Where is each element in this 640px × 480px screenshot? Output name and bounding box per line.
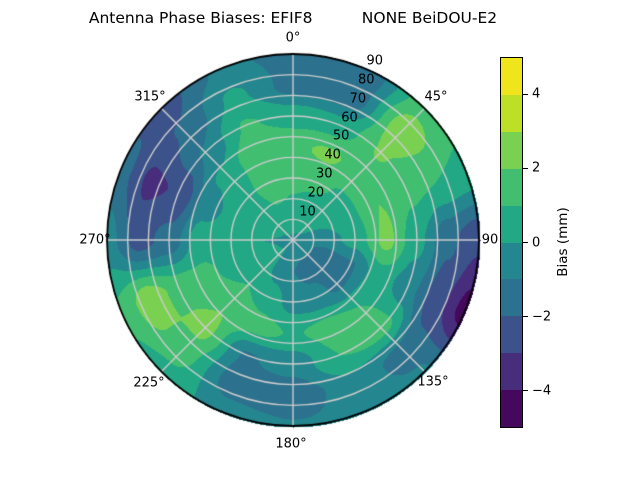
theta-tick-label: 45° — [424, 89, 448, 105]
colorbar-axis-label: Bias (mm) — [555, 207, 571, 277]
theta-tick-label: 315° — [134, 89, 166, 105]
theta-tick-label: 270° — [79, 232, 111, 248]
colorbar-band — [501, 279, 522, 317]
r-tick-label: 30 — [316, 166, 333, 182]
r-tick-label: 60 — [341, 110, 358, 126]
colorbar-band — [501, 58, 522, 95]
theta-tick-label: 225° — [133, 375, 165, 391]
colorbar-tick-label: 0 — [532, 235, 541, 250]
r-tick-label: 50 — [332, 128, 350, 144]
colorbar-tick — [523, 93, 528, 95]
colorbar-band — [501, 390, 522, 428]
colorbar-tick-label: 4 — [532, 86, 541, 102]
colorbar — [500, 57, 523, 428]
colorbar-tick-label: −2 — [532, 309, 552, 325]
r-tick-label: 40 — [324, 147, 341, 163]
r-tick-label: 80 — [358, 72, 375, 88]
colorbar-band — [501, 168, 522, 206]
colorbar-band — [501, 131, 522, 169]
colorbar-band — [501, 316, 522, 354]
colorbar-band — [501, 205, 522, 243]
colorbar-band — [501, 353, 522, 391]
colorbar-tick — [523, 167, 528, 169]
colorbar-tick-label: −4 — [532, 383, 552, 399]
colorbar-tick — [523, 241, 528, 244]
theta-tick-label: 135° — [417, 374, 449, 390]
colorbar-tick — [523, 390, 528, 392]
r-tick-label: 70 — [349, 91, 367, 107]
r-tick-label: 90 — [366, 53, 383, 69]
theta-tick-label: 0° — [285, 30, 301, 46]
r-tick-label: 10 — [299, 204, 316, 220]
colorbar-tick-label: 2 — [532, 160, 541, 176]
colorbar-band — [501, 94, 522, 132]
colorbar-band — [501, 242, 522, 280]
theta-tick-label: 180° — [275, 436, 307, 452]
colorbar-tick — [523, 316, 528, 318]
r-tick-label: 20 — [307, 185, 325, 201]
theta-tick-label: 90 — [481, 232, 499, 248]
